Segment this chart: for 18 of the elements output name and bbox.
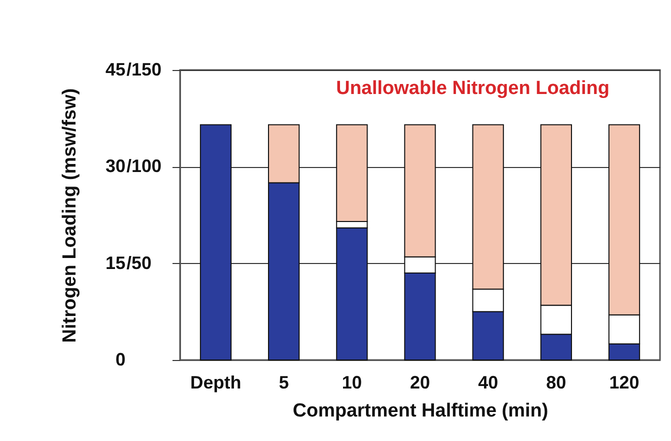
y2-tick-label: /50 xyxy=(126,252,152,273)
y-tick-label: 15 xyxy=(105,252,126,273)
x-tick-label: 20 xyxy=(410,372,430,392)
x-tick-label: 80 xyxy=(546,372,566,392)
x-tick-label: 5 xyxy=(278,372,289,392)
y2-tick-label: /150 xyxy=(126,60,162,80)
y-tick-label: 45 xyxy=(105,60,126,80)
y-tick-label: 0 xyxy=(115,350,126,370)
bar xyxy=(200,124,232,360)
y-tick-label: 30 xyxy=(105,156,126,176)
x-axis-title: Compartment Halftime (min) xyxy=(292,400,548,422)
y2-tick-label: /100 xyxy=(126,156,162,176)
x-tick-label: 120 xyxy=(609,372,640,392)
annotation: Unallowable Nitrogen Loading xyxy=(336,78,610,99)
y-axis-title: Nitrogen Loading (msw/fsw) xyxy=(59,88,80,343)
x-tick-label: 10 xyxy=(342,372,362,392)
x-tick-label: 40 xyxy=(478,372,498,392)
x-tick-label: Depth xyxy=(190,372,242,392)
